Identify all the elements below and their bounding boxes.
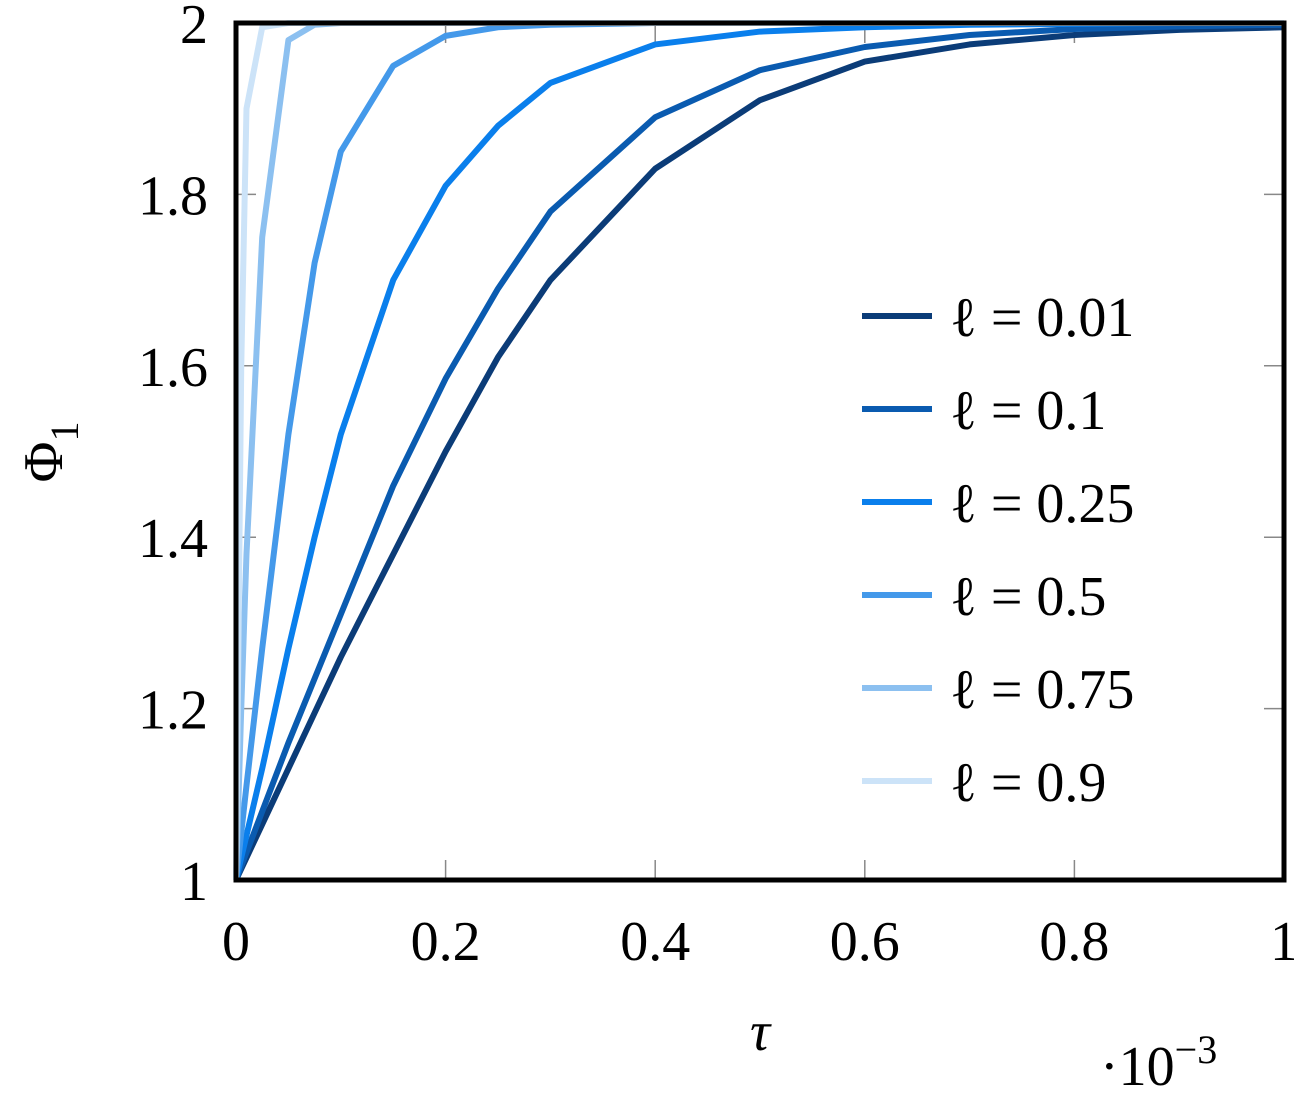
series-line bbox=[233, 21, 1285, 882]
y-tick-label: 1.6 bbox=[138, 337, 208, 399]
y-tick-label: 1.2 bbox=[138, 680, 208, 742]
y-tick-label: 1 bbox=[180, 851, 208, 913]
legend-label: ℓ = 0.75 bbox=[950, 659, 1134, 721]
y-tick-label: 1.4 bbox=[138, 508, 208, 570]
y-axis-label-group: Φ1 bbox=[13, 422, 87, 483]
series-line bbox=[233, 24, 1285, 882]
y-axis-label: Φ1 bbox=[13, 422, 87, 483]
x-tick-label: 0.6 bbox=[830, 911, 900, 973]
series-line bbox=[233, 20, 1284, 881]
series-line bbox=[233, 20, 1284, 881]
y-axis-label-subscript: 1 bbox=[42, 422, 87, 442]
y-tick-label: 1.8 bbox=[138, 165, 208, 227]
plot-frame bbox=[233, 20, 1287, 883]
x-multiplier-exponent: −3 bbox=[1175, 1027, 1218, 1072]
x-axis-label: τ bbox=[750, 1001, 772, 1063]
x-tick-label: 1 bbox=[1270, 911, 1294, 973]
legend-label: ℓ = 0.9 bbox=[950, 752, 1106, 814]
series-line bbox=[233, 20, 1284, 881]
legend-label: ℓ = 0.5 bbox=[950, 566, 1106, 628]
x-tick-label: 0.8 bbox=[1039, 911, 1109, 973]
y-tick-label: 2 bbox=[180, 0, 208, 56]
x-tick-label: 0.2 bbox=[411, 911, 481, 973]
x-tick-label: 0.4 bbox=[620, 911, 690, 973]
legend-label: ℓ = 0.25 bbox=[950, 473, 1134, 535]
x-tick-label: 0 bbox=[222, 911, 250, 973]
y-axis-label-symbol: Φ bbox=[13, 442, 75, 483]
x-multiplier-base: ·10 bbox=[1100, 1036, 1175, 1096]
x-multiplier: ·10−3 bbox=[1100, 1027, 1217, 1096]
legend-label: ℓ = 0.01 bbox=[950, 287, 1134, 349]
series-line bbox=[233, 20, 1284, 881]
legend-label: ℓ = 0.1 bbox=[950, 380, 1106, 442]
